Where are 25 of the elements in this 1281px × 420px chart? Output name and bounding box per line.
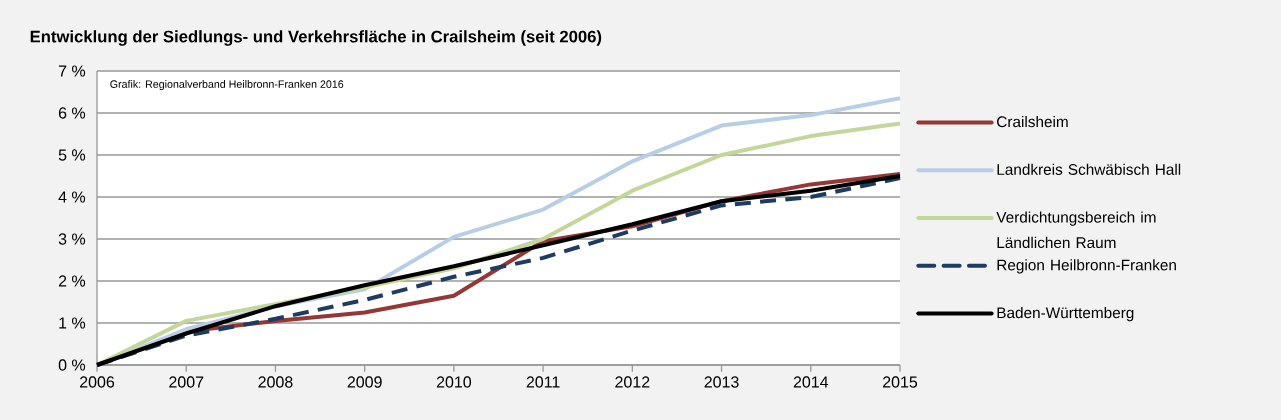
- x-tick-label: 2012: [615, 376, 650, 388]
- y-tick-label: 4 %: [58, 191, 86, 203]
- y-tick-label: 5 %: [58, 149, 86, 161]
- x-tick-label: 2014: [793, 376, 829, 388]
- y-tick-label: 2 %: [58, 275, 86, 287]
- x-tick-label: 2006: [80, 376, 115, 388]
- y-tick-label: 1 %: [59, 317, 86, 329]
- x-tick-label: 2013: [704, 376, 739, 388]
- x-tick-label: 2008: [258, 376, 293, 388]
- legend-label: Landkreis Schwäbisch Hall: [997, 163, 1181, 175]
- x-tick-label: 2010: [436, 376, 472, 388]
- x-tick-label: 2015: [883, 376, 918, 388]
- annotation: Grafik: Regionalverband Heilbronn-Franken 2016: [110, 80, 344, 91]
- x-tick-label: 2011: [526, 376, 560, 388]
- y-tick-label: 3 %: [58, 233, 86, 245]
- x-tick-label: 2007: [169, 376, 204, 388]
- legend-label: Baden-Württemberg: [997, 306, 1134, 322]
- legend-label: Verdichtungsbereich im Ländlichen Raum: [996, 211, 1156, 249]
- y-tick-label: 6 %: [58, 107, 86, 119]
- y-tick-label: 0 %: [58, 359, 86, 371]
- chart-title: Entwicklung der Siedlungs- und Verkehrsfläche in Crailsheim (seit 2006): [30, 30, 602, 46]
- legend-label: Region Heilbronn-Franken: [997, 259, 1176, 274]
- x-tick-label: 2009: [347, 376, 382, 388]
- y-tick-label: 7 %: [58, 65, 86, 77]
- legend-label: Crailsheim: [997, 115, 1068, 128]
